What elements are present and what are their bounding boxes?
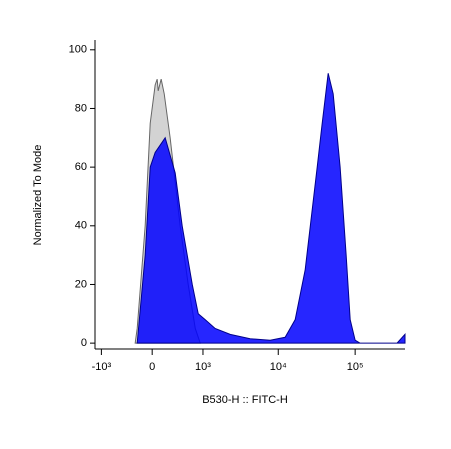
y-tick-label: 0 [81, 337, 87, 349]
y-tick-label: 60 [75, 161, 87, 173]
y-tick-label: 20 [75, 278, 87, 290]
y-tick-label: 100 [69, 44, 87, 56]
x-axis-title: B530-H :: FITC-H [202, 394, 288, 406]
x-tick-label: 10⁵ [347, 361, 364, 373]
x-tick-label: 10³ [195, 361, 211, 373]
x-tick-label: 10⁴ [270, 361, 287, 373]
y-tick-label: 40 [75, 220, 87, 232]
y-tick-label: 80 [75, 102, 87, 114]
histogram-area [136, 73, 406, 344]
x-tick-label: 0 [149, 361, 155, 373]
y-axis-title: Normalized To Mode [32, 145, 44, 246]
x-tick-label: -10³ [92, 361, 112, 373]
